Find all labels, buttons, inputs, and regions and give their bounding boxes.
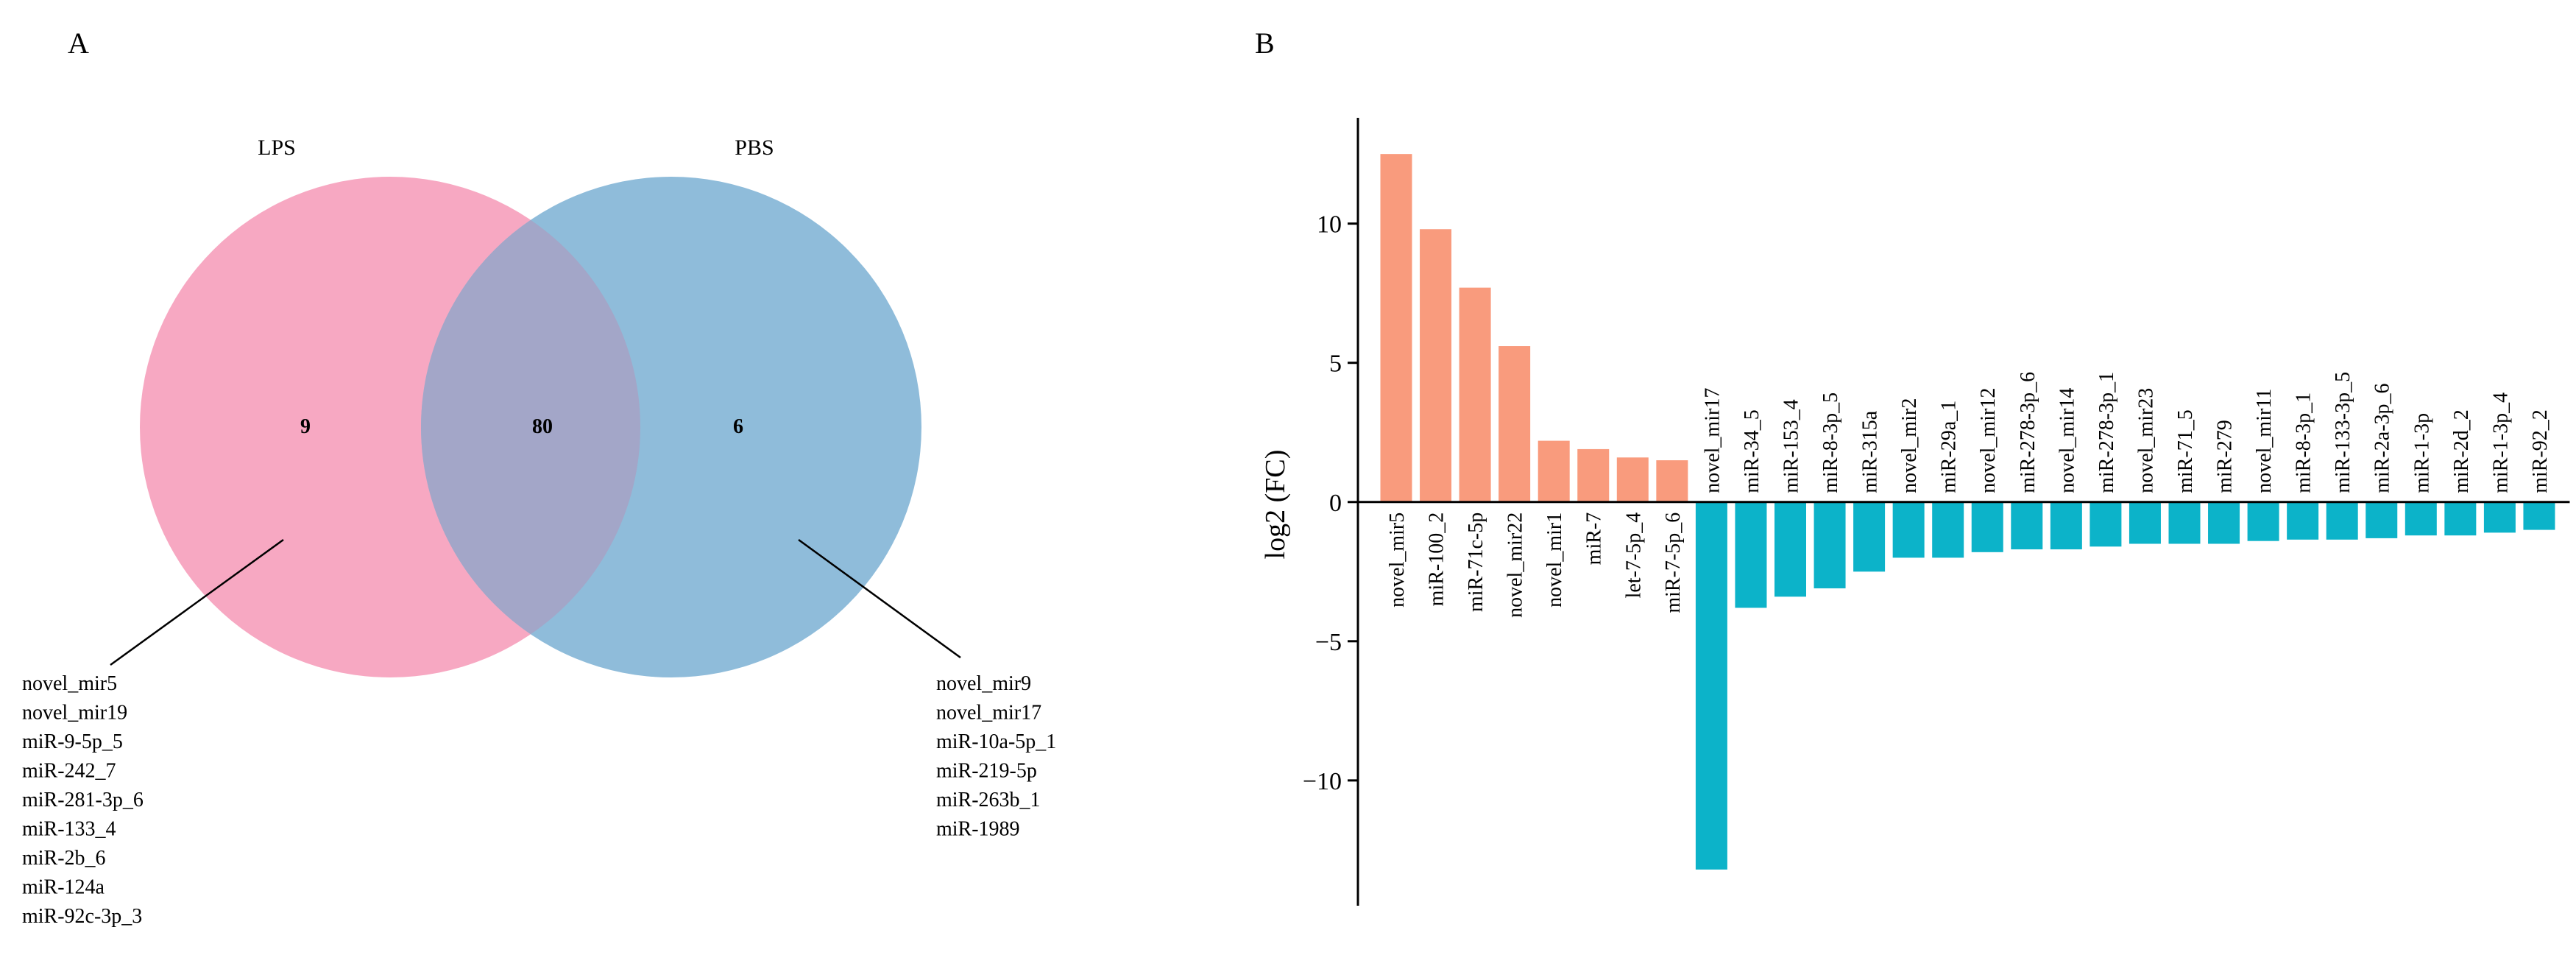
bars-group bbox=[1380, 154, 2555, 870]
panel-a-label: A bbox=[68, 27, 89, 60]
category-label: miR-315a bbox=[1859, 410, 1882, 493]
bar bbox=[1735, 501, 1767, 608]
bar bbox=[1380, 154, 1412, 502]
category-label: miR-7 bbox=[1583, 513, 1606, 566]
y-axis-label: log2 (FC) bbox=[1260, 450, 1291, 560]
bar bbox=[1420, 229, 1452, 502]
venn-list-item: novel_mir9 bbox=[936, 672, 1031, 695]
venn-list-item: novel_mir5 bbox=[22, 672, 117, 695]
category-label: novel_mir12 bbox=[1977, 388, 2000, 493]
venn-list-item: miR-92c-3p_3 bbox=[22, 905, 142, 928]
category-labels: novel_mir5 miR-100_2 miR-71c-5p novel_mir22… bbox=[1386, 372, 2552, 618]
bar-chart: novel_mir5 miR-100_2 miR-71c-5p novel_mir22… bbox=[1260, 118, 2570, 906]
venn-list-item: miR-133_4 bbox=[22, 818, 116, 841]
bar bbox=[1616, 457, 1649, 502]
lps-only-list: novel_mir5 novel_mir19 miR-9-5p_5 miR-242_7… bbox=[22, 672, 144, 928]
category-label: let-7-5p_4 bbox=[1622, 513, 1645, 599]
category-label: miR-133-3p_5 bbox=[2332, 372, 2354, 493]
bar bbox=[1932, 501, 1964, 558]
lps-set-label: LPS bbox=[258, 135, 296, 160]
bar bbox=[1814, 501, 1846, 588]
y-axis-ticks: −10 −5 0 5 10 bbox=[1303, 211, 1358, 795]
bar bbox=[1459, 287, 1491, 502]
bar bbox=[1577, 448, 1610, 502]
lps-only-count: 9 bbox=[300, 415, 311, 438]
category-label: miR-153_4 bbox=[1780, 399, 1803, 493]
y-tick-label: −5 bbox=[1315, 629, 1342, 656]
venn-list-item: miR-219-5p bbox=[936, 760, 1037, 783]
category-label: miR-2a-3p_6 bbox=[2371, 383, 2394, 493]
venn-list-item: miR-242_7 bbox=[22, 760, 116, 783]
bar bbox=[2050, 501, 2082, 550]
category-label: novel_mir11 bbox=[2253, 389, 2276, 493]
bar bbox=[1853, 501, 1886, 572]
category-label: novel_mir17 bbox=[1701, 388, 1724, 493]
category-label: miR-278-3p_6 bbox=[2017, 372, 2039, 493]
category-label: miR-2d_2 bbox=[2450, 409, 2473, 493]
category-label: miR-278-3p_1 bbox=[2095, 372, 2118, 493]
venn-list-item: miR-281-3p_6 bbox=[22, 789, 144, 811]
category-label: novel_mir5 bbox=[1386, 513, 1409, 607]
venn-list-item: miR-124a bbox=[22, 876, 105, 899]
bar bbox=[1695, 501, 1727, 870]
category-label: miR-8-3p_5 bbox=[1819, 392, 1842, 493]
venn-diagram: LPS PBS 9 80 6 novel_mir5 novel_mir19 miR-… bbox=[22, 135, 1056, 928]
category-label: miR-8-3p_1 bbox=[2293, 392, 2315, 493]
bar bbox=[2326, 501, 2358, 540]
y-tick-label: −10 bbox=[1303, 768, 1342, 795]
panel-b-label: B bbox=[1255, 27, 1275, 60]
bar bbox=[2287, 501, 2319, 540]
overlap-region bbox=[421, 219, 641, 635]
category-label: miR-29a_1 bbox=[1938, 401, 1961, 493]
bar bbox=[2483, 501, 2516, 533]
pbs-only-count: 6 bbox=[733, 415, 743, 438]
lps-leader-line bbox=[110, 538, 284, 666]
bar bbox=[2129, 501, 2161, 544]
pbs-set-label: PBS bbox=[735, 135, 774, 160]
bar bbox=[2168, 501, 2201, 544]
category-label: miR-100_2 bbox=[1426, 513, 1448, 607]
bar bbox=[2247, 501, 2279, 541]
category-label: novel_mir14 bbox=[2056, 388, 2078, 493]
category-label: miR-34_5 bbox=[1741, 409, 1763, 493]
bar bbox=[1538, 440, 1570, 502]
bar bbox=[1892, 501, 1925, 558]
y-tick-label: 5 bbox=[1329, 351, 1342, 378]
venn-list-item: miR-2b_6 bbox=[22, 847, 106, 870]
venn-list-item: miR-263b_1 bbox=[936, 789, 1041, 811]
bar bbox=[1971, 501, 2003, 552]
venn-list-item: miR-1989 bbox=[936, 818, 1020, 841]
pbs-leader-line bbox=[798, 538, 961, 659]
pbs-only-list: novel_mir9 novel_mir17 miR-10a-5p_1 miR-219… bbox=[936, 672, 1056, 841]
bar bbox=[2444, 501, 2477, 536]
category-label: miR-1-3p_4 bbox=[2489, 392, 2512, 493]
category-label: novel_mir23 bbox=[2134, 388, 2157, 493]
category-label: novel_mir1 bbox=[1543, 513, 1566, 607]
bar bbox=[2208, 501, 2240, 544]
bar bbox=[2366, 501, 2398, 538]
y-tick-label: 0 bbox=[1329, 490, 1342, 517]
category-label: miR-279 bbox=[2214, 420, 2237, 493]
venn-list-item: miR-10a-5p_1 bbox=[936, 730, 1056, 753]
venn-list-item: miR-9-5p_5 bbox=[22, 730, 123, 753]
category-label: miR-71_5 bbox=[2174, 409, 2197, 493]
category-label: novel_mir22 bbox=[1504, 513, 1527, 618]
bar bbox=[2523, 501, 2555, 530]
bar bbox=[1498, 346, 1531, 502]
category-label: miR-92_2 bbox=[2529, 409, 2552, 493]
category-label: novel_mir2 bbox=[1898, 398, 1921, 493]
bar bbox=[2011, 501, 2043, 550]
category-label: miR-7-5p_6 bbox=[1662, 513, 1685, 613]
venn-list-item: novel_mir19 bbox=[22, 702, 127, 725]
bar bbox=[1774, 501, 1806, 597]
bar bbox=[2405, 501, 2437, 536]
venn-list-item: novel_mir17 bbox=[936, 702, 1041, 725]
bar bbox=[2090, 501, 2122, 547]
y-tick-label: 10 bbox=[1317, 211, 1342, 239]
overlap-count: 80 bbox=[532, 415, 553, 438]
bar bbox=[1656, 460, 1688, 502]
category-label: miR-71c-5p bbox=[1465, 513, 1487, 612]
category-label: miR-1-3p bbox=[2410, 413, 2433, 493]
